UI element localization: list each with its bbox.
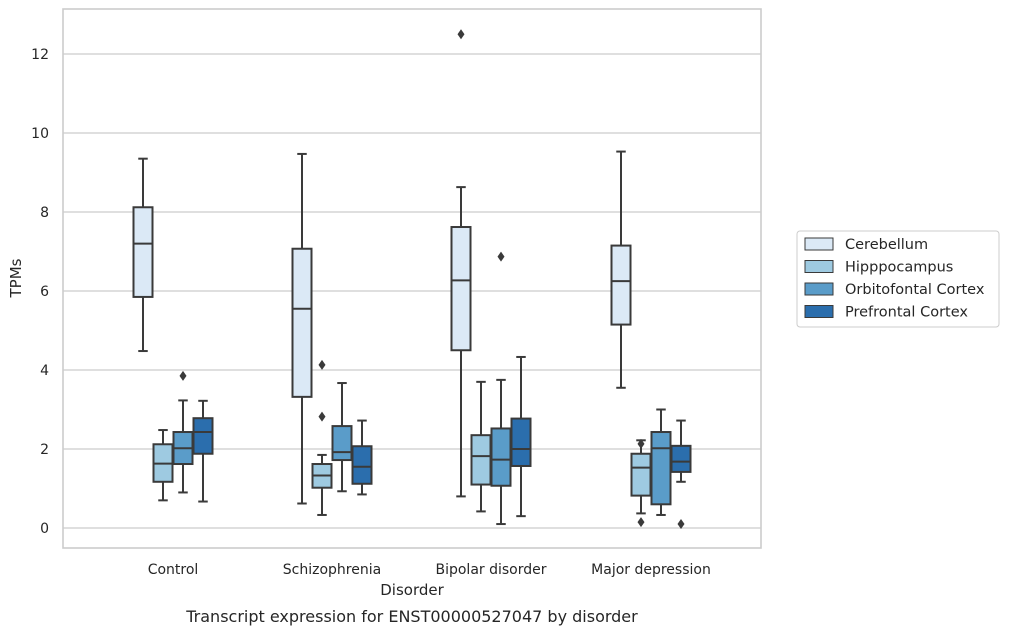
- outlier-point: [457, 29, 465, 40]
- legend-label: Cerebellum: [845, 237, 928, 253]
- y-tick-label: 0: [40, 521, 49, 537]
- outlier-point: [179, 370, 187, 381]
- outlier-point: [677, 519, 685, 530]
- outlier-point: [637, 517, 645, 528]
- box: [291, 247, 313, 398]
- box-series-group: [132, 29, 692, 530]
- x-tick-label: Control: [148, 562, 199, 578]
- y-tick-label: 6: [40, 284, 49, 300]
- y-axis-title: TPMs: [7, 258, 25, 298]
- x-tick-label: Schizophrenia: [283, 562, 381, 578]
- plot-frame: [62, 8, 762, 549]
- x-tick-label: Major depression: [591, 562, 711, 578]
- box: [670, 444, 692, 473]
- box: [132, 206, 154, 298]
- box: [610, 244, 632, 326]
- box-plot: [172, 370, 194, 494]
- box-plot: [291, 152, 313, 505]
- x-tick-labels: Control Schizophrenia Bipolar disorder Majo…: [148, 562, 711, 578]
- box-plot: [132, 157, 154, 353]
- box-plot: [351, 419, 373, 496]
- box: [331, 425, 353, 462]
- box-plot: [192, 399, 214, 503]
- box-plot: [470, 380, 492, 513]
- x-tick-label: Bipolar disorder: [435, 562, 546, 578]
- box: [351, 445, 373, 485]
- x-axis-title: Disorder: [380, 581, 444, 599]
- series-cerebellum: [132, 29, 632, 505]
- y-tick-label: 10: [31, 126, 49, 142]
- legend-frame: [796, 230, 1000, 328]
- box-plot: [331, 382, 353, 493]
- series-prefrontal-cortex: [192, 355, 692, 530]
- legend-label: Hipppocampus: [845, 260, 953, 276]
- y-tick-label: 4: [40, 363, 49, 379]
- box-plot: [450, 29, 472, 498]
- box-plot: [510, 355, 532, 518]
- outlier-point: [318, 411, 326, 422]
- box: [510, 417, 532, 467]
- outlier-point: [637, 438, 645, 449]
- y-tick-label: 2: [40, 442, 49, 458]
- outlier-point: [318, 359, 326, 370]
- legend: Cerebellum Hipppocampus Orbitofontal Corte…: [796, 230, 1000, 328]
- figure-caption: Transcript expression for ENST0000052704…: [185, 607, 638, 626]
- box-plot: [610, 150, 632, 389]
- y-tick-label: 12: [31, 47, 49, 63]
- box: [490, 427, 512, 487]
- box: [650, 431, 672, 506]
- legend-swatch: [804, 237, 834, 251]
- box: [450, 226, 472, 352]
- outlier-point: [497, 251, 505, 262]
- box-plot: [670, 419, 692, 530]
- box-plot: [152, 429, 174, 502]
- legend-swatch: [804, 305, 834, 318]
- box: [470, 434, 492, 486]
- y-tick-label: 8: [40, 205, 49, 221]
- y-tick-labels: 0 2 4 6 8 10 12: [31, 47, 49, 537]
- series-orbitofontal-cortex: [172, 251, 672, 526]
- box: [192, 417, 214, 455]
- box-plot: [311, 359, 333, 516]
- legend-swatch: [804, 282, 834, 296]
- legend-label: Prefrontal Cortex: [845, 305, 968, 321]
- legend-swatch: [804, 260, 834, 273]
- series-hipppocampus: [152, 359, 652, 528]
- legend-label: Orbitofontal Cortex: [845, 282, 985, 298]
- box: [630, 452, 652, 497]
